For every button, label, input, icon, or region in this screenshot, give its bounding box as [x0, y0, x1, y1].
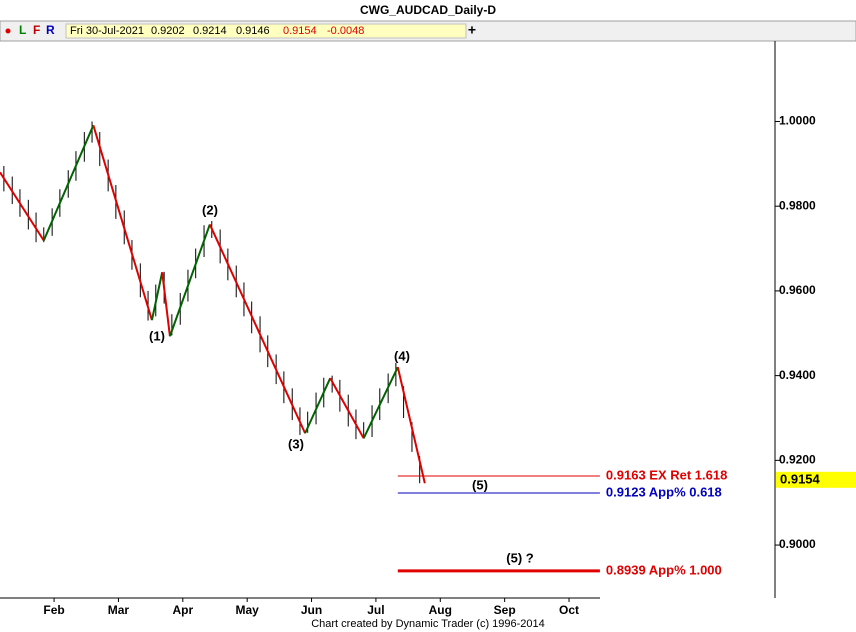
- wave-label: (2): [202, 202, 218, 217]
- info-close: 0.9154: [283, 25, 317, 37]
- y-tick-label: 1.0000: [779, 114, 816, 128]
- wave-segment: [42, 124, 95, 241]
- x-tick-label: Mar: [108, 603, 130, 617]
- wave-segment: [92, 125, 153, 321]
- info-date: Fri 30-Jul-2021: [70, 25, 144, 37]
- x-tick-label: Apr: [172, 603, 193, 617]
- last-price-tag: [776, 471, 856, 488]
- wave-segment: [362, 366, 399, 439]
- last-price-label: 0.9154: [780, 471, 821, 486]
- toolbar-l[interactable]: L: [19, 23, 26, 37]
- info-high: 0.9214: [193, 25, 227, 37]
- wave-segment: [329, 377, 365, 439]
- toolbar-r[interactable]: R: [46, 23, 55, 37]
- toolbar-f[interactable]: F: [33, 23, 40, 37]
- chart-title: CWG_AUDCAD_Daily-D: [360, 3, 496, 17]
- projection-label: 0.9163 EX Ret 1.618: [606, 467, 727, 482]
- wave-label: (1): [149, 328, 165, 343]
- wave-label: (5): [472, 477, 488, 492]
- x-tick-label: Oct: [559, 603, 579, 617]
- y-tick-label: 0.9400: [779, 368, 816, 382]
- info-box: [65, 23, 467, 39]
- projection-label: 0.9123 App% 0.618: [606, 484, 722, 499]
- wave-segment: [150, 272, 164, 321]
- wave-label: (5) ?: [506, 550, 534, 565]
- crosshair-button[interactable]: +: [468, 22, 476, 38]
- wave-segment: [0, 171, 45, 242]
- wave-segment: [161, 272, 171, 337]
- x-tick-label: Jul: [367, 603, 384, 617]
- y-tick-label: 0.9200: [779, 453, 816, 467]
- wave-segment: [208, 223, 307, 434]
- wave-segment: [304, 377, 332, 434]
- x-tick-label: Feb: [43, 603, 64, 617]
- title-bar: [0, 0, 856, 21]
- projection-label: 0.8939 App% 1.000: [606, 562, 722, 577]
- x-tick-label: Sep: [494, 603, 516, 617]
- y-tick-label: 0.9800: [779, 198, 816, 212]
- x-tick-label: May: [236, 603, 260, 617]
- y-tick-label: 0.9000: [779, 537, 816, 551]
- footer: Chart created by Dynamic Trader (c) 1996…: [311, 618, 545, 630]
- info-change: -0.0048: [327, 25, 364, 37]
- wave-segment: [168, 224, 211, 337]
- y-tick-label: 0.9600: [779, 283, 816, 297]
- wave-label: (4): [394, 348, 410, 363]
- info-low: 0.9146: [236, 25, 270, 37]
- wave-segment: [396, 366, 426, 484]
- wave-label: (3): [288, 436, 304, 451]
- x-tick-label: Aug: [429, 603, 452, 617]
- info-open: 0.9202: [151, 25, 185, 37]
- status-dot: [5, 28, 11, 34]
- x-tick-label: Jun: [301, 603, 322, 617]
